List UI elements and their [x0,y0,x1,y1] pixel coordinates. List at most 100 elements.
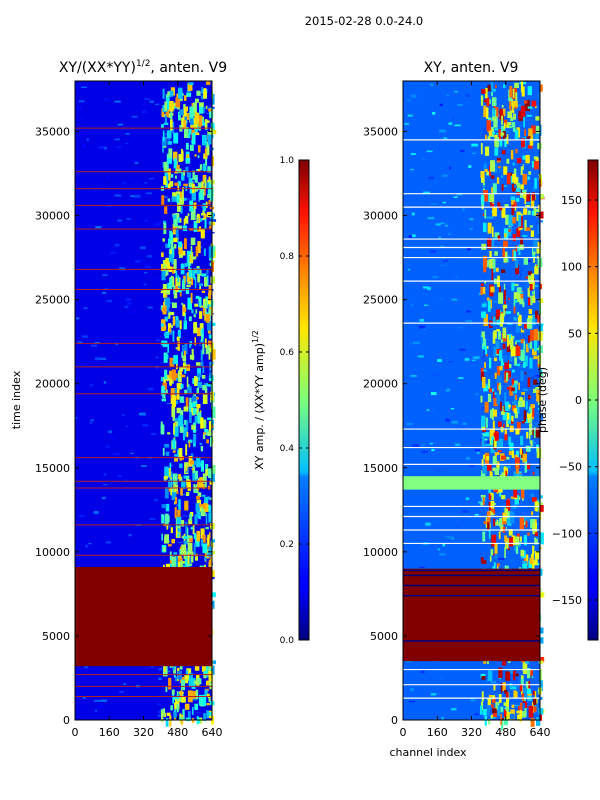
heatmap-cell [164,259,168,264]
heatmap-cell [488,492,492,500]
heatmap-cell [497,421,502,427]
heatmap-cell [191,468,194,471]
heatmap-cell [493,300,498,303]
heatmap-cell [176,407,182,414]
heatmap-cell [144,220,148,222]
heatmap-cell [203,248,206,256]
heatmap-cell [197,368,202,374]
y-tick-label: 25000 [363,294,398,307]
heatmap-cell [429,442,434,445]
heatmap-cell [454,91,459,93]
heatmap-cell [163,475,168,480]
heatmap-cell [514,184,517,188]
heatmap-cell [535,116,540,121]
heatmap-cell [489,95,491,104]
heatmap-cell [520,338,525,344]
heatmap-cell [503,283,506,291]
heatmap-cell [173,454,179,457]
heatmap-cell [489,250,492,258]
heatmap-cell [502,343,506,349]
heatmap-cell [459,348,466,351]
heatmap-cell [460,149,465,152]
heatmap-cell [492,502,496,506]
heatmap-cell [501,150,506,155]
heatmap-cell [207,292,211,301]
heatmap-cell [515,344,519,347]
heatmap-cell [515,462,519,474]
heatmap-cell [539,495,543,499]
heatmap-cell [200,315,206,317]
heatmap-cell [506,387,512,390]
heatmap-cell [101,496,106,500]
heatmap-cell [539,669,542,681]
heatmap-cell [203,432,207,435]
heatmap-cell [106,299,113,303]
heatmap-cell [521,138,525,148]
heatmap-cell [166,712,171,716]
heatmap-cell [497,450,502,453]
heatmap-cell [492,207,497,217]
heatmap-cell [482,255,488,268]
heatmap-cell [171,325,174,328]
heatmap-cell [100,699,107,702]
heatmap-cell [198,516,201,520]
heatmap-cell [192,442,196,447]
heatmap-cell [526,260,531,263]
amplitude-y-axis-label: time index [10,370,23,429]
heatmap-cell [196,327,202,337]
heatmap-cell [206,702,210,706]
heatmap-cell [464,357,470,361]
heatmap-cell [195,295,200,299]
heatmap-cell [166,377,170,381]
heatmap-cell [483,709,487,716]
heatmap-cell [203,564,207,569]
heatmap-cell [178,154,183,163]
heatmap-cell [514,394,517,406]
heatmap-cell [427,217,435,220]
heatmap-cell [419,566,425,568]
heatmap-cell [198,168,201,172]
heatmap-cell [482,568,486,570]
heatmap-cell [208,181,212,192]
heatmap-cell [484,438,488,441]
heatmap-cell [103,381,107,384]
heatmap-cell [165,513,169,525]
heatmap-cell [88,543,92,545]
heatmap-cell [480,95,484,106]
heatmap-cell [199,164,203,171]
heatmap-cell [161,144,165,153]
heatmap-cell [438,678,443,680]
heatmap-cell [515,346,521,357]
heatmap-cell [163,170,166,173]
heatmap-cell [533,160,539,170]
heatmap-cell [495,522,500,526]
heatmap-cell [522,663,528,675]
heatmap-cell [177,225,183,229]
heatmap-cell [122,181,127,185]
heatmap-cell [492,409,498,417]
heatmap-cell [494,543,498,554]
heatmap-cell [532,521,536,534]
heatmap-cell [534,134,539,142]
heatmap-cell [211,261,215,272]
heatmap-cell [515,340,522,342]
heatmap-cell [533,339,538,352]
heatmap-cell [517,365,523,369]
heatmap-cell [192,132,196,145]
heatmap-cell [205,141,210,148]
heatmap-cell [176,383,180,389]
heatmap-cell [174,676,178,682]
heatmap-cell [519,448,522,455]
heatmap-cell [498,385,502,390]
heatmap-cell [523,340,526,350]
heatmap-cell [193,543,196,555]
heatmap-cell [156,703,161,705]
heatmap-cell [533,257,535,263]
heatmap-cell [209,306,213,316]
heatmap-cell [462,422,467,425]
heatmap-cell [452,116,455,120]
heatmap-cell [504,428,507,437]
heatmap-cell [515,245,518,252]
heatmap-cell [103,473,107,476]
heatmap-cell [195,503,200,512]
